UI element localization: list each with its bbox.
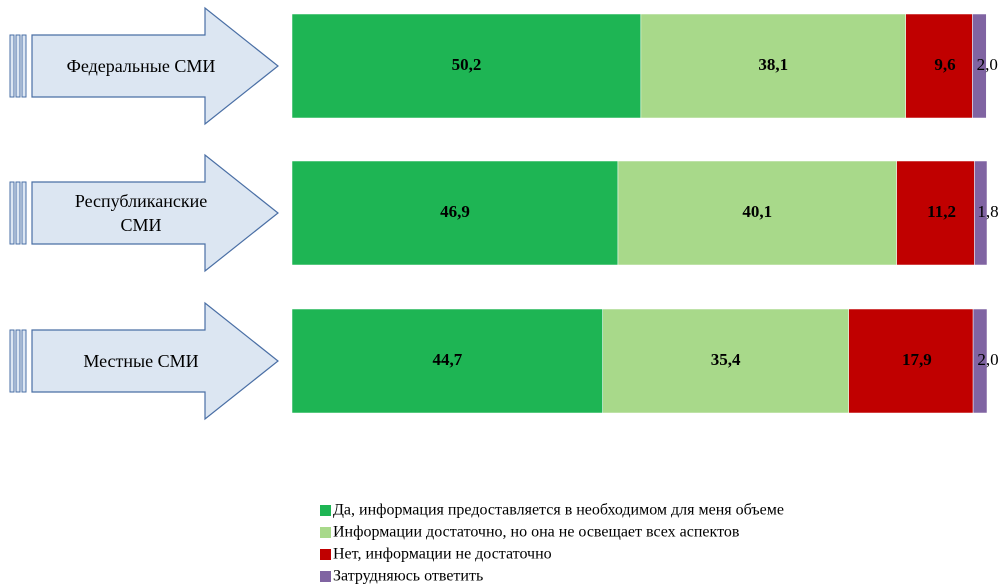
value-label: 40,1: [742, 202, 772, 221]
arrow: [31, 153, 279, 273]
bar-segment: [974, 160, 988, 266]
value-label: 2,0: [977, 55, 998, 74]
legend-swatch: [320, 527, 331, 538]
bar-segment: [848, 308, 974, 414]
category-label: Республиканские СМИ: [74, 191, 208, 235]
arrow-stripe: [21, 181, 27, 245]
bar-segment: [905, 13, 973, 119]
arrow-stripe: [9, 329, 15, 393]
legend-label: Затрудняюсь ответить: [333, 568, 483, 585]
bar-segment: [291, 308, 603, 414]
value-label: 50,2: [452, 55, 482, 74]
value-label: 9,6: [934, 55, 955, 74]
arrow-stripe: [21, 34, 27, 98]
arrow-stripe: [15, 34, 21, 98]
value-label: 2,0: [977, 350, 998, 369]
arrow: [31, 6, 279, 126]
bar-segment: [291, 160, 619, 266]
bar-segment: [291, 13, 642, 119]
legend-label: Информации достаточно, но она не освещае…: [333, 524, 740, 541]
arrow-stripe: [15, 181, 21, 245]
value-label: 11,2: [927, 202, 956, 221]
bar-segment: [972, 13, 987, 119]
bar-segment: [972, 308, 988, 414]
arrow-stripe: [9, 181, 15, 245]
category-label: Федеральные СМИ: [66, 56, 216, 76]
value-label: 35,4: [711, 350, 741, 369]
arrow-stripe: [9, 34, 15, 98]
legend-swatch: [320, 549, 331, 560]
arrow-stripe: [15, 329, 21, 393]
value-label: 38,1: [758, 55, 788, 74]
value-label: 44,7: [432, 350, 462, 369]
bar-segment: [602, 308, 849, 414]
legend-label: Нет, информации не достаточно: [333, 546, 552, 563]
bar-segment: [896, 160, 975, 266]
arrow: [31, 301, 279, 421]
legend-swatch: [320, 571, 331, 582]
arrow-stripe: [21, 329, 27, 393]
bar-segment: [640, 13, 906, 119]
bar-segment: [617, 160, 897, 266]
value-label: 17,9: [902, 350, 932, 369]
value-label: 46,9: [440, 202, 470, 221]
value-label: 1,8: [977, 202, 998, 221]
legend-label: Да, информация предоставляется в необход…: [333, 502, 784, 519]
legend-swatch: [320, 505, 331, 516]
category-label: Местные СМИ: [83, 351, 199, 371]
